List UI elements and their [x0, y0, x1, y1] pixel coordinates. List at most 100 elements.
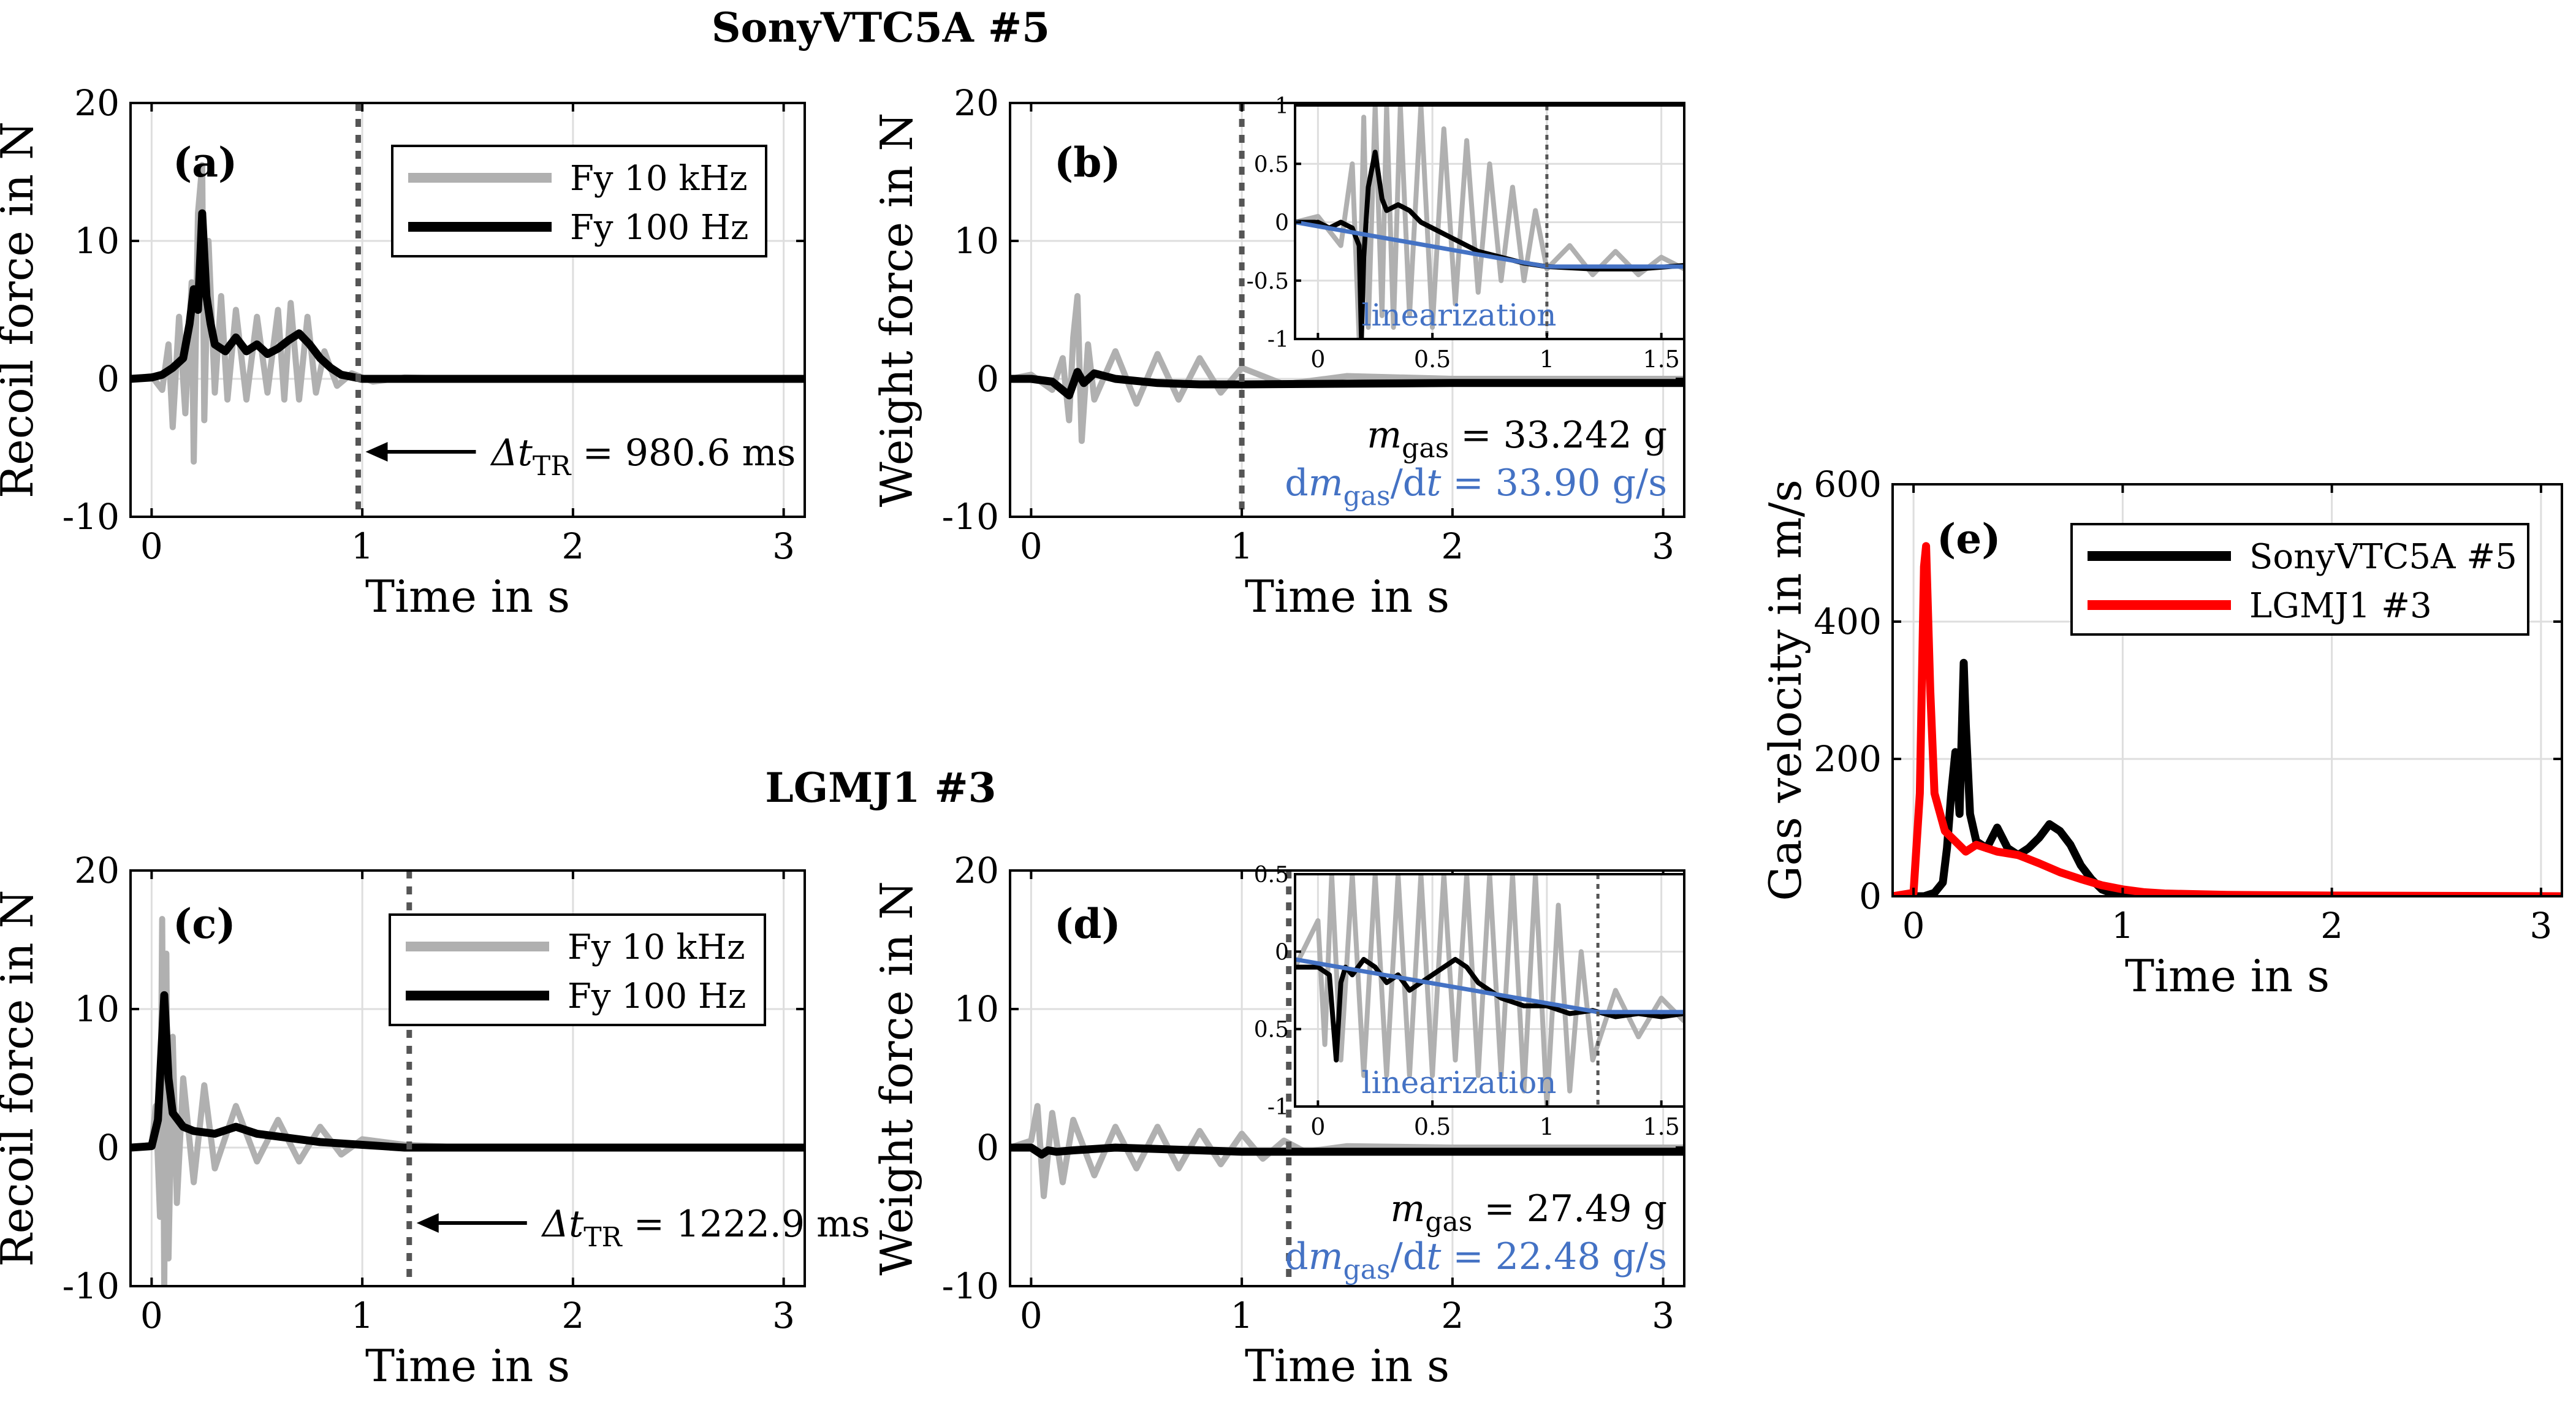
y-tick-label: 0 — [97, 358, 120, 400]
inset-y-tick-label: 0.5 — [1254, 152, 1289, 177]
x-tick-label: 0 — [140, 1295, 163, 1336]
series-group — [1010, 1103, 1684, 1200]
inset: 0 0.5 1 1.5 -1 -0.5 0 0.5 1 linearization — [1247, 94, 1685, 373]
panel-label: (d) — [1054, 900, 1121, 948]
panel-label: (e) — [1937, 515, 2000, 563]
y-tick-label: 10 — [954, 988, 999, 1030]
y-tick-label: -10 — [63, 1265, 120, 1307]
delta-t-annotation: ΔtTR = 1222.9 ms — [541, 1203, 870, 1253]
inset-frame — [1294, 873, 1685, 1108]
mass-subscript: gas — [1402, 433, 1449, 464]
inset-x-tick-label: 1 — [1540, 346, 1554, 373]
delta-t-subscript: TR — [533, 451, 572, 482]
y-tick-label: 20 — [74, 850, 120, 891]
rate-symbol: m — [1309, 1235, 1343, 1278]
series-group — [1010, 293, 1684, 444]
x-axis-label: Time in s — [2125, 950, 2330, 1002]
mass-symbol: m — [1390, 1187, 1425, 1230]
axes-frame — [129, 869, 806, 1287]
annotation-arrow-head — [365, 442, 388, 462]
inset-linearization-label: linearization — [1361, 1065, 1556, 1100]
rate-value: = 33.90 g/s — [1441, 462, 1667, 505]
rate-mid: /d — [1391, 1235, 1427, 1278]
y-tick-label: 600 — [1814, 463, 1882, 505]
legend-entry-label: SonyVTC5A #5 — [2249, 537, 2517, 577]
y-axis-label: Weight force in N — [871, 881, 922, 1276]
y-axis-label: Gas velocity in m/s — [1760, 479, 1811, 901]
mass-value: = 27.49 g — [1472, 1187, 1667, 1230]
inset-x-tick-label: 0.5 — [1414, 1113, 1451, 1140]
legend-box — [391, 145, 767, 257]
delta-t-annotation: ΔtTR = 980.6 ms — [490, 432, 796, 482]
series-group — [131, 916, 805, 1286]
inset-x-tick-label: 0 — [1310, 346, 1325, 373]
section-title-sony: SonyVTC5A #5 — [712, 4, 1050, 51]
mass-value: = 33.242 g — [1449, 414, 1667, 457]
delta-t-symbol: Δt — [541, 1203, 584, 1246]
x-tick-label: 0 — [1020, 525, 1043, 567]
x-tick-label: 2 — [561, 525, 584, 567]
rate-subscript: gas — [1343, 1254, 1391, 1286]
mass-rate-annotation: dmgas/dt = 33.90 g/s — [1285, 462, 1667, 512]
series-line-fy-100-hz — [1010, 1143, 1684, 1159]
axes-frame — [1891, 483, 2563, 897]
legend-entry-label: Fy 100 Hz — [570, 208, 748, 248]
inset-y-tick-label: -1 — [1267, 327, 1289, 352]
mass-rate-annotation: dmgas/dt = 22.48 g/s — [1285, 1235, 1667, 1286]
inset-x-tick-label: 0 — [1310, 1113, 1325, 1140]
rate-prefix: d — [1285, 462, 1308, 505]
x-axis-label: Time in s — [365, 571, 570, 622]
y-axis-label: Recoil force in N — [0, 890, 43, 1267]
inset-y-tick-label: 1 — [1275, 94, 1289, 119]
inset: 0 0.5 1 1.5 -1 0.5 0 0.5 linearization — [1254, 863, 1685, 1140]
series-line-lgmj1-3 — [1893, 542, 2562, 896]
annotation-arrow-head — [416, 1213, 439, 1233]
legend-box — [389, 913, 766, 1026]
inset-x-tick-label: 1.5 — [1643, 346, 1679, 373]
legend: SonyVTC5A #5 LGMJ1 #3 — [2070, 523, 2529, 636]
inset-y-tick-label: -0.5 — [1247, 269, 1289, 294]
y-tick-label: 20 — [74, 82, 120, 124]
inset-x-tick-label: 0.5 — [1414, 346, 1451, 373]
legend: Fy 10 kHz Fy 100 Hz — [391, 145, 767, 257]
panel-c: 0 1 2 3 -10 0 10 20 Time in s Recoil force in N (c… — [0, 850, 870, 1392]
delta-t-value: = 980.6 ms — [571, 432, 796, 474]
y-tick-label: 400 — [1814, 601, 1882, 642]
series-group — [1893, 542, 2562, 896]
x-tick-label: 2 — [2320, 905, 2343, 947]
inset-linearization-label: linearization — [1361, 297, 1556, 333]
rate-value: = 22.48 g/s — [1441, 1235, 1667, 1278]
panel-label: (c) — [173, 900, 236, 948]
panel-label: (b) — [1054, 139, 1121, 186]
y-tick-label: -10 — [942, 1265, 999, 1307]
delta-t-symbol: Δt — [490, 432, 533, 474]
inset-y-tick-label: 0.5 — [1254, 863, 1289, 888]
series-line-fy-10-khz — [1010, 293, 1684, 444]
inset-x-tick-label: 1.5 — [1643, 1113, 1679, 1140]
rate-mid: /d — [1391, 462, 1427, 505]
x-tick-label: 2 — [1441, 1295, 1464, 1336]
y-axis-label: Weight force in N — [871, 113, 922, 508]
y-tick-label: 10 — [74, 220, 120, 262]
x-axis-label: Time in s — [1245, 571, 1449, 622]
delta-t-value: = 1222.9 ms — [622, 1203, 870, 1246]
axes-frame — [129, 102, 806, 518]
y-tick-label: 10 — [954, 220, 999, 262]
panel-label: (a) — [173, 139, 237, 186]
x-tick-label: 3 — [772, 525, 795, 567]
x-axis-label: Time in s — [1245, 1340, 1449, 1392]
x-tick-label: 2 — [561, 1295, 584, 1336]
x-tick-label: 2 — [1441, 525, 1464, 567]
rate-t: t — [1426, 1235, 1442, 1278]
inset-y-tick-label: 0.5 — [1254, 1018, 1289, 1043]
series-line-fy-100-hz — [131, 991, 805, 1152]
panel-e: 0 1 2 3 0 200 400 600 Time in s Gas velocity in m… — [1760, 463, 2563, 1002]
inset-series-fy-10-khz — [1295, 874, 1684, 1107]
delta-t-subscript: TR — [583, 1222, 623, 1253]
series-line-fy-100-hz — [131, 209, 805, 383]
x-tick-label: 0 — [140, 525, 163, 567]
y-tick-label: 0 — [976, 1127, 999, 1168]
section-title-lgmj1: LGMJ1 #3 — [765, 764, 996, 812]
